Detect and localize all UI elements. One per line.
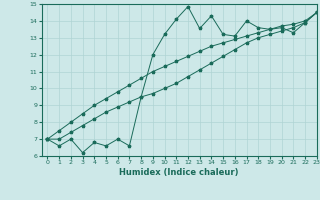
X-axis label: Humidex (Indice chaleur): Humidex (Indice chaleur): [119, 168, 239, 177]
